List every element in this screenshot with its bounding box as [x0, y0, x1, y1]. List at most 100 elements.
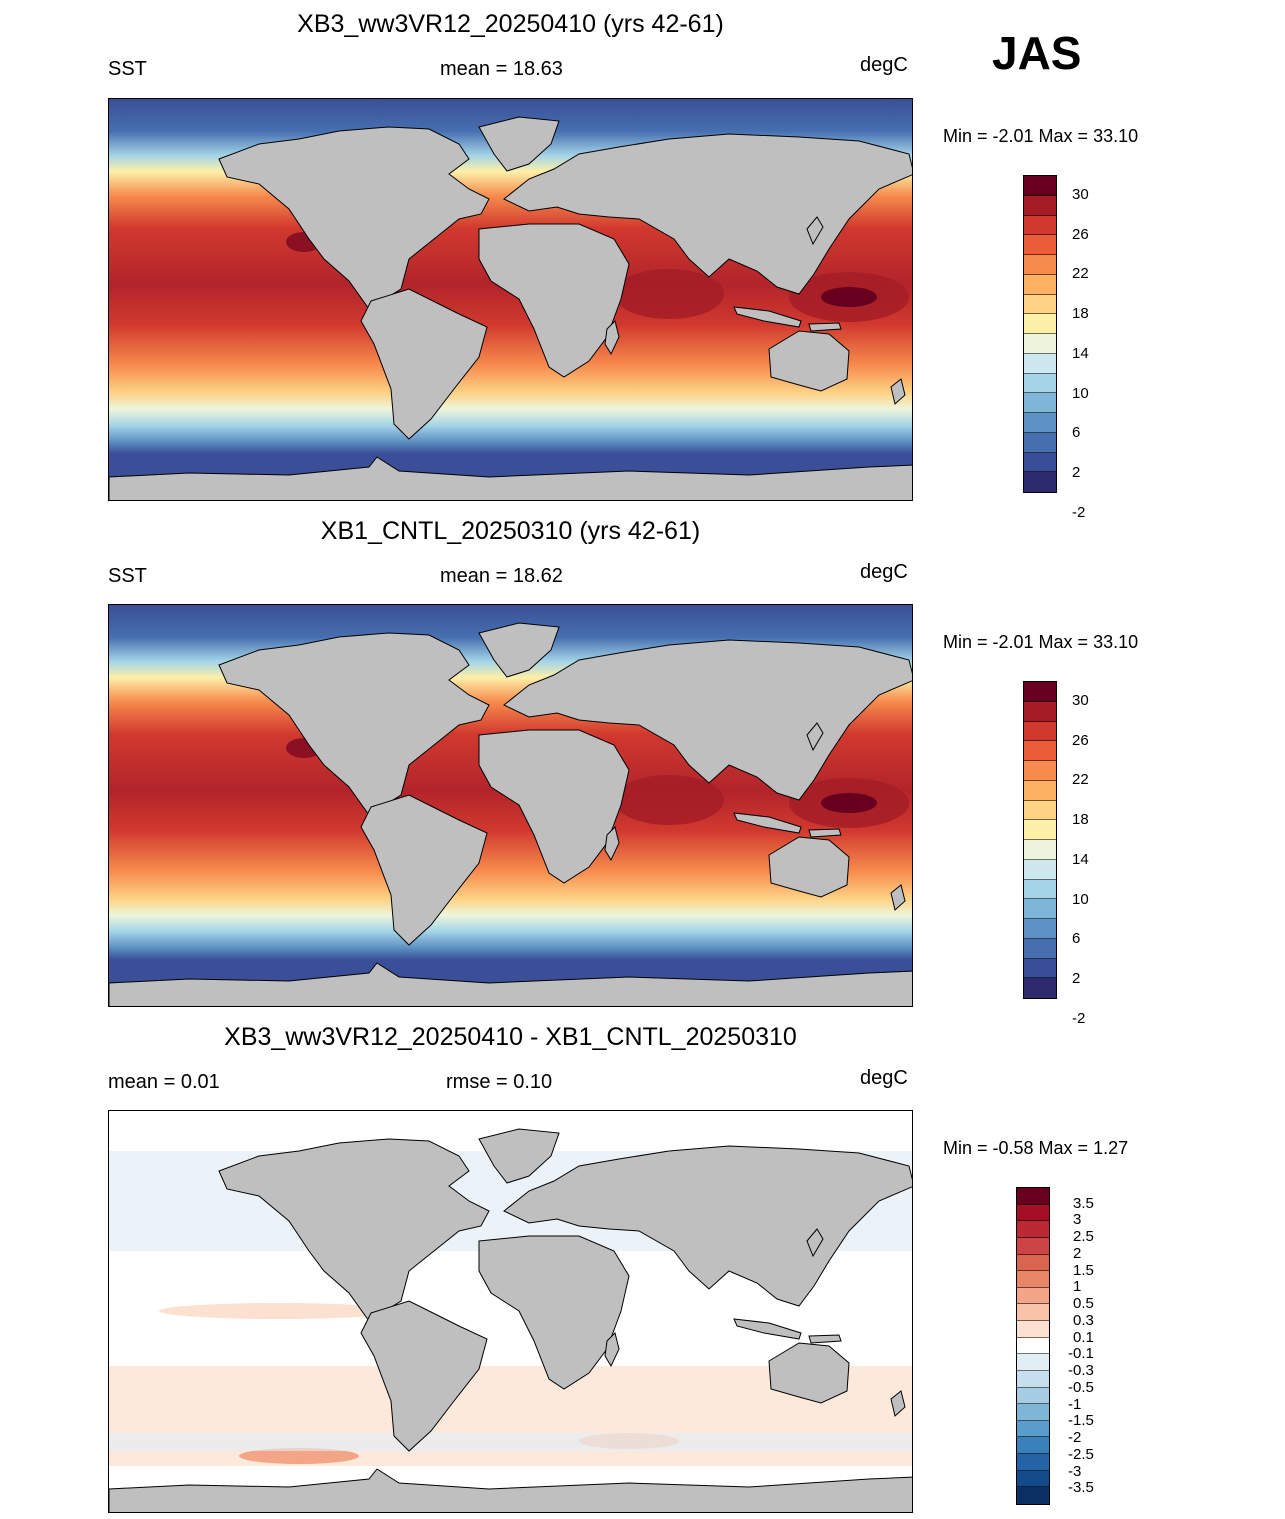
colorbar-tick-label: -3 [1068, 1462, 1082, 1480]
colorbar-swatch [1017, 1204, 1049, 1222]
colorbar-tick-label: 14 [1072, 850, 1089, 868]
panel-1-colorbar [1023, 175, 1057, 493]
panel-3-map-svg [109, 1111, 912, 1512]
colorbar-swatch [1024, 761, 1056, 781]
panel-2-warm-pool-core [821, 793, 877, 813]
panel-3-title: XB3_ww3VR12_20250410 - XB1_CNTL_20250310 [224, 1023, 797, 1051]
panel-1-map-svg [109, 99, 912, 500]
colorbar-swatch [1024, 373, 1056, 394]
colorbar-swatch [1017, 1221, 1049, 1238]
colorbar-tick-label: -2 [1072, 1009, 1086, 1027]
colorbar-tick-label: 18 [1072, 811, 1089, 829]
colorbar-swatch [1017, 1304, 1049, 1321]
colorbar-swatch [1024, 899, 1056, 919]
colorbar-swatch [1024, 741, 1056, 761]
colorbar-tick-label: 22 [1072, 265, 1089, 283]
colorbar-swatch [1017, 1437, 1049, 1454]
panel-1-variable-label: SST [108, 58, 147, 80]
panel-3-rmse-label: rmse = 0.10 [446, 1071, 553, 1093]
colorbar-tick-label: -2 [1072, 503, 1086, 521]
panel-1-map [108, 98, 913, 501]
colorbar-swatch [1024, 393, 1056, 413]
colorbar-tick-label: -0.3 [1068, 1362, 1094, 1380]
panel-3-south-warm-patch [239, 1448, 359, 1464]
panel-2-map-svg [109, 605, 912, 1006]
colorbar-swatch [1024, 780, 1056, 801]
colorbar-swatch [1024, 294, 1056, 315]
colorbar-tick-label: 0.1 [1073, 1328, 1094, 1346]
panel-1-title: XB3_ww3VR12_20250410 (yrs 42-61) [297, 10, 724, 38]
panel-1-units-label: degC [860, 54, 908, 76]
panel-1-warm-pool-core [821, 287, 877, 307]
season-label: JAS [992, 27, 1082, 79]
panel-1-mean-label: mean = 18.63 [440, 58, 563, 80]
colorbar-swatch [1024, 958, 1056, 979]
colorbar-swatch [1017, 1271, 1049, 1288]
colorbar-swatch [1017, 1454, 1049, 1471]
colorbar-swatch [1024, 721, 1056, 742]
colorbar-tick-label: 1.5 [1073, 1261, 1094, 1279]
colorbar-tick-label: 2.5 [1073, 1228, 1094, 1246]
colorbar-tick-label: -1.5 [1068, 1412, 1094, 1430]
panel-2-minmax: Min = -2.01 Max = 33.10 [943, 632, 1139, 652]
panel-2-variable-label: SST [108, 565, 147, 587]
colorbar-tick-label: 6 [1072, 424, 1081, 442]
colorbar-tick-label: -0.5 [1068, 1378, 1094, 1396]
colorbar-swatch [1017, 1470, 1049, 1488]
panel-2-map [108, 604, 913, 1007]
colorbar-swatch [1024, 978, 1056, 998]
colorbar-swatch [1024, 840, 1056, 860]
panel-2-indian-ocean-warm [614, 775, 724, 825]
colorbar-swatch [1024, 938, 1056, 959]
colorbar-tick-label: 2 [1072, 464, 1081, 482]
colorbar-tick-label: -3.5 [1068, 1479, 1094, 1497]
colorbar-swatch [1017, 1188, 1049, 1205]
colorbar-tick-label: 1 [1073, 1278, 1082, 1296]
colorbar-swatch [1024, 215, 1056, 236]
panel-3-minmax: Min = -0.58 Max = 1.27 [943, 1138, 1129, 1158]
colorbar-tick-label: 10 [1072, 890, 1089, 908]
colorbar-swatch [1024, 235, 1056, 255]
panel-3-map [108, 1110, 913, 1513]
colorbar-tick-label: 3.5 [1073, 1194, 1094, 1212]
colorbar-swatch [1024, 255, 1056, 275]
colorbar-swatch [1017, 1487, 1049, 1504]
colorbar-tick-label: 26 [1072, 225, 1089, 243]
colorbar-tick-label: 0.3 [1073, 1311, 1094, 1329]
colorbar-swatch [1024, 919, 1056, 939]
colorbar-tick-label: 30 [1072, 691, 1089, 709]
colorbar-tick-label: -0.1 [1068, 1345, 1094, 1363]
panel-3-eq-warm-band [159, 1303, 399, 1319]
colorbar-tick-label: 30 [1072, 185, 1089, 203]
colorbar-swatch [1024, 452, 1056, 473]
colorbar-swatch [1024, 274, 1056, 295]
colorbar-tick-label: 18 [1072, 305, 1089, 323]
colorbar-swatch [1017, 1321, 1049, 1338]
panel-3-south-cool-band [109, 1433, 912, 1451]
panel-2-units-label: degC [860, 561, 908, 583]
colorbar-swatch [1017, 1404, 1049, 1421]
colorbar-tick-label: 26 [1072, 731, 1089, 749]
panel-3-colorbar [1016, 1187, 1050, 1505]
panel-1-indian-ocean-warm [614, 269, 724, 319]
panel-1-minmax: Min = -2.01 Max = 33.10 [943, 126, 1139, 146]
panel-2-mean-label: mean = 18.62 [440, 565, 563, 587]
colorbar-tick-label: 2 [1073, 1244, 1082, 1262]
colorbar-swatch [1017, 1420, 1049, 1438]
colorbar-swatch [1024, 682, 1056, 702]
colorbar-tick-label: 0.5 [1073, 1295, 1094, 1313]
colorbar-swatch [1024, 800, 1056, 821]
colorbar-swatch [1017, 1287, 1049, 1305]
panel-2-colorbar [1023, 681, 1057, 999]
colorbar-swatch [1017, 1237, 1049, 1255]
colorbar-swatch [1024, 879, 1056, 900]
colorbar-swatch [1024, 195, 1056, 216]
colorbar-swatch [1024, 859, 1056, 880]
colorbar-swatch [1024, 314, 1056, 334]
colorbar-swatch [1024, 432, 1056, 453]
colorbar-swatch [1017, 1254, 1049, 1272]
colorbar-swatch [1017, 1387, 1049, 1405]
colorbar-swatch [1024, 176, 1056, 196]
colorbar-tick-label: 22 [1072, 771, 1089, 789]
panel-3-units-label: degC [860, 1067, 908, 1089]
